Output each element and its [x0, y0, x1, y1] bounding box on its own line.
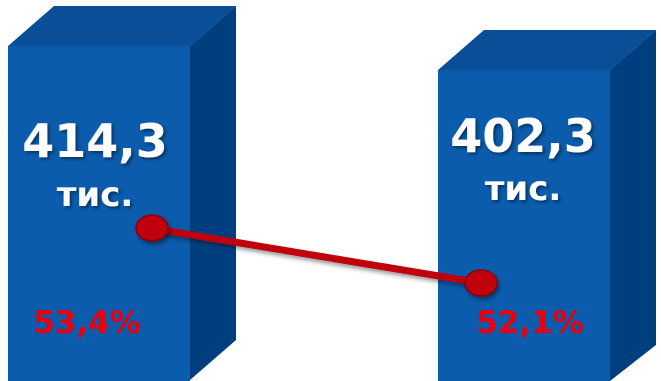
bar-2-side [610, 30, 656, 381]
bar-1-unit-label: тис. [57, 175, 134, 215]
bar-1-value-label: 414,3 [22, 114, 168, 168]
bar-2-unit-label: тис. [485, 169, 562, 209]
percent-label-2: 52,1% [476, 305, 584, 341]
bar-2-top [438, 30, 656, 70]
percent-marker-1 [135, 214, 169, 242]
bar-2 [438, 30, 656, 381]
bar-2-front [438, 70, 610, 381]
bar-1-front [8, 46, 190, 381]
percent-label-1: 53,4% [33, 305, 141, 341]
bar-1 [8, 6, 236, 381]
bar-1-side [190, 6, 236, 380]
percent-marker-2 [464, 269, 498, 297]
percent-line [146, 224, 485, 287]
bar-2-value-label: 402,3 [450, 109, 596, 163]
bar-1-top [8, 6, 236, 46]
